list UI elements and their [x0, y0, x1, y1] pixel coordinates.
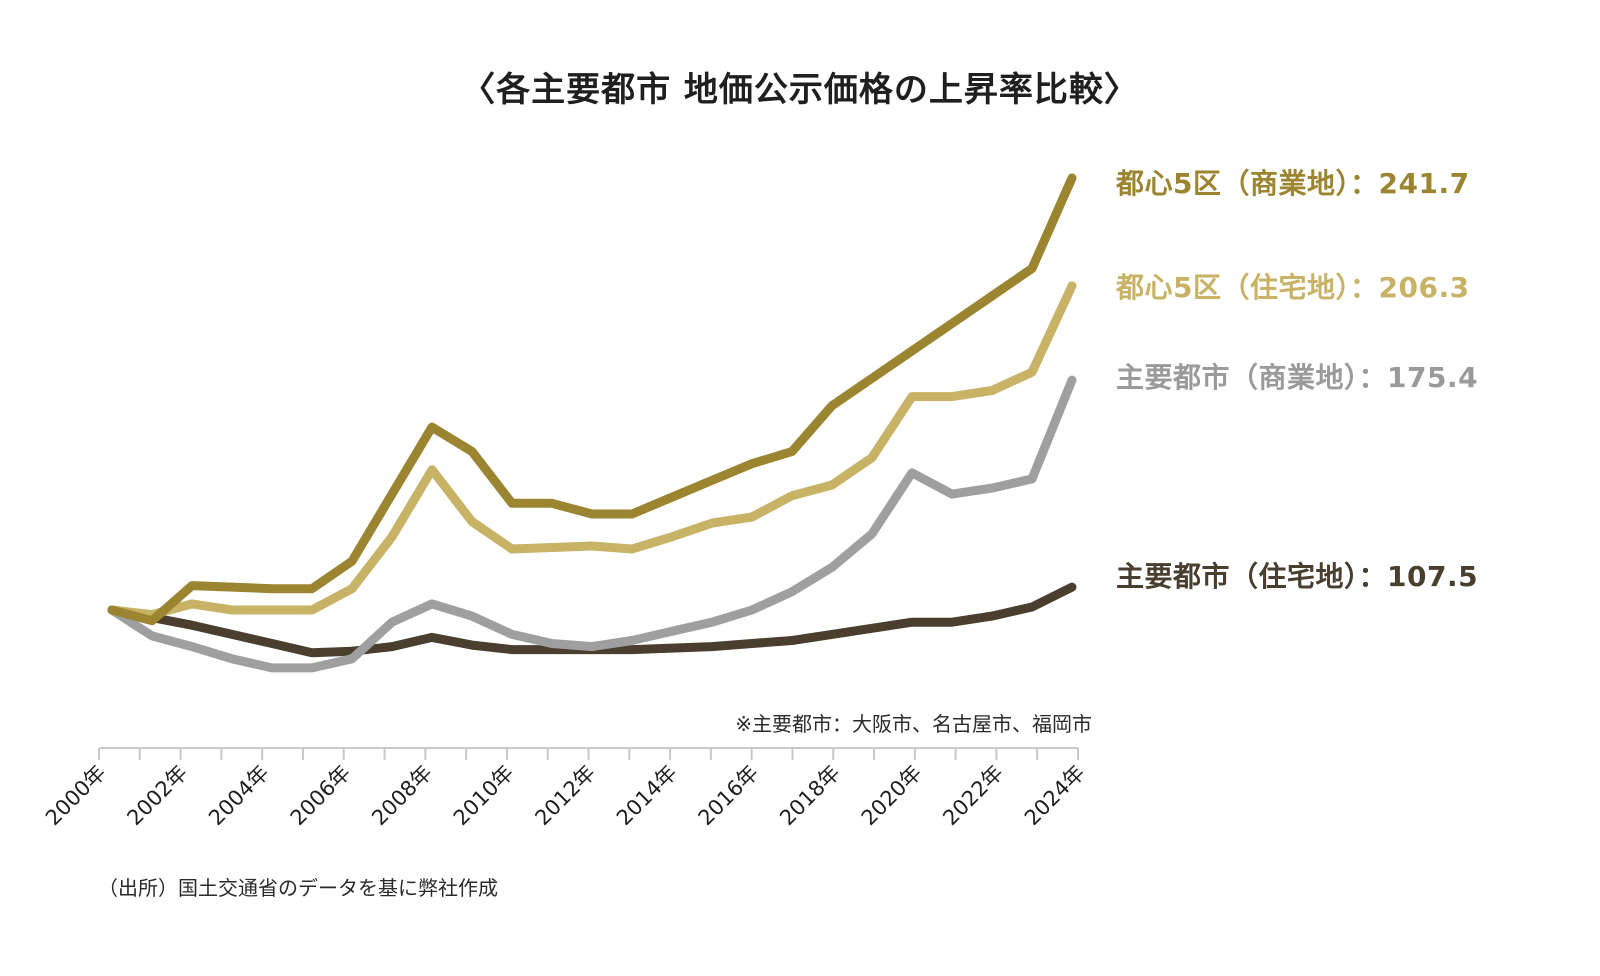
series-end-label-2: 主要都市（商業地）：175.4 — [1116, 356, 1478, 396]
x-tick-label: 2014年 — [612, 761, 682, 831]
x-tick-label: 2012年 — [530, 761, 600, 831]
series-lines — [107, 173, 1077, 673]
series-end-value: 175.4 — [1387, 361, 1479, 394]
label-separator: ： — [1349, 167, 1379, 200]
series-name: 都心5区（商業地） — [1116, 167, 1350, 200]
series-end-value: 107.5 — [1387, 560, 1479, 593]
x-tick-label: 2010年 — [449, 761, 519, 831]
note-text: ※主要都市：大阪市、名古屋市、福岡市 — [735, 712, 1092, 736]
x-tick-label: 2024年 — [1020, 761, 1090, 831]
series-end-label-1: 都心5区（住宅地）：206.3 — [1116, 266, 1470, 306]
x-axis: 2000年 2002年 2004年 2006年 2008年 2010年 2012年 2014年… — [41, 747, 1090, 831]
series-name: 主要都市（住宅地） — [1116, 560, 1359, 593]
x-tick-label: 2020年 — [857, 761, 927, 831]
series-end-label-3: 主要都市（住宅地）：107.5 — [1116, 555, 1478, 595]
series-line-1 — [107, 281, 1077, 620]
series-end-value: 241.7 — [1378, 167, 1470, 200]
x-tick-label: 2002年 — [123, 761, 193, 831]
source-text: （出所）国土交通省のデータを基に弊社作成 — [98, 876, 498, 900]
series-line-0 — [107, 173, 1077, 626]
x-tick-label: 2006年 — [286, 761, 356, 831]
chart-title: 〈各主要都市 地価公示価格の上昇率比較〉 — [461, 70, 1139, 110]
x-tick-label: 2008年 — [367, 761, 437, 831]
label-separator: ： — [1358, 361, 1388, 394]
x-tick-label: 2004年 — [204, 761, 274, 831]
series-line-2 — [107, 375, 1077, 673]
x-tick-label: 2018年 — [775, 761, 845, 831]
x-tick-label: 2016年 — [694, 761, 764, 831]
x-tick-label: 2022年 — [938, 761, 1008, 831]
series-end-value: 206.3 — [1378, 271, 1470, 304]
label-separator: ： — [1358, 560, 1388, 593]
series-name: 主要都市（商業地） — [1116, 361, 1359, 394]
series-name: 都心5区（住宅地） — [1116, 271, 1350, 304]
series-end-label-0: 都心5区（商業地）：241.7 — [1116, 162, 1470, 202]
x-tick-label: 2000年 — [41, 761, 111, 831]
label-separator: ： — [1349, 271, 1379, 304]
